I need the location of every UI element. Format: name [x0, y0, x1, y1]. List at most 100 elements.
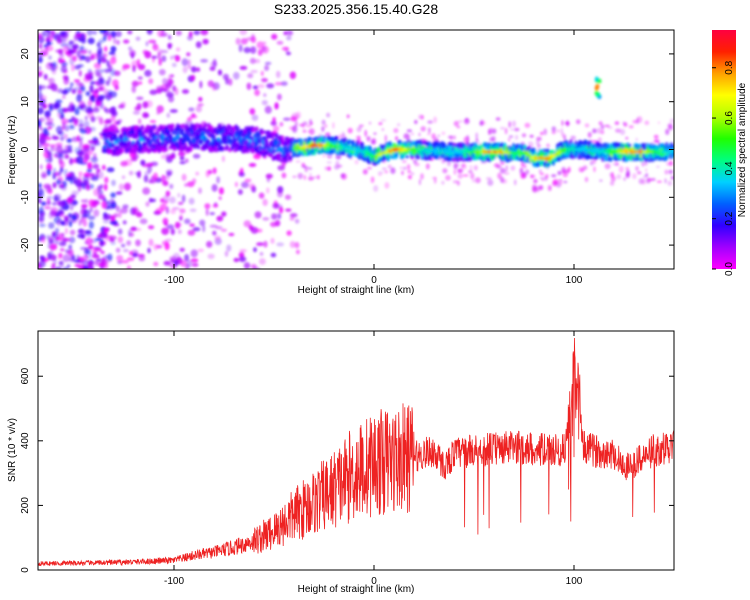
spectrogram-cell — [575, 119, 581, 125]
spectrogram-cell — [77, 176, 82, 184]
spectrogram-cell — [253, 247, 257, 253]
spectrogram-cell — [117, 119, 123, 123]
spectrogram-cell — [558, 179, 563, 182]
spectrogram-cell — [60, 232, 65, 238]
spectrogram-cell — [54, 172, 59, 177]
y-tick-label: 400 — [20, 432, 31, 449]
spectrogram-cell — [256, 41, 264, 49]
spectrogram-cell — [163, 260, 171, 266]
spectrogram-cell — [431, 133, 436, 140]
spectrogram-cell — [56, 219, 62, 227]
spectrogram-cell — [216, 215, 224, 222]
spectrogram-cell — [347, 127, 353, 134]
spectrogram-cell — [281, 172, 287, 179]
spectrogram-cell — [271, 33, 278, 40]
spectrogram-cell — [646, 177, 651, 184]
spectrogram-cell — [121, 243, 126, 248]
spectrogram-cell — [418, 178, 421, 186]
spectrogram-cell — [60, 42, 68, 48]
spectrogram-cell — [656, 180, 662, 183]
spectrogram-cell — [641, 161, 645, 167]
spectrogram-cell — [128, 229, 132, 238]
spectrogram-cell — [514, 179, 517, 186]
spectrogram-cell — [103, 227, 109, 234]
spectrogram-cell — [41, 174, 47, 178]
spectrogram-cell — [324, 124, 328, 128]
spectrogram-cell — [600, 130, 605, 135]
spectrogram-cell — [177, 193, 181, 198]
spectrogram-cell — [60, 135, 65, 141]
spectrogram-cell — [538, 169, 542, 174]
spectrogram-cell — [110, 137, 114, 143]
spectrogram-cell — [264, 105, 272, 114]
spectrogram-cell — [508, 135, 514, 139]
spectrogram-cell — [38, 92, 43, 100]
spectrogram-cell — [179, 156, 185, 161]
spectrogram-cell — [90, 116, 96, 123]
spectrogram-cell — [428, 127, 431, 134]
spectrogram-cell — [68, 49, 75, 55]
spectrogram-cell — [445, 175, 451, 181]
spectrogram-cell — [83, 120, 90, 129]
spectrogram-cell — [384, 182, 390, 189]
spectrogram-cell — [407, 170, 412, 174]
spectrogram-cell — [224, 250, 229, 257]
spectrogram-cell — [275, 70, 281, 79]
spectrogram-cell — [446, 160, 452, 167]
spectrogram-cell — [284, 194, 292, 200]
spectrogram-cell — [468, 170, 473, 174]
spectrogram-cell — [52, 167, 57, 174]
spectrogram-cell — [85, 56, 91, 63]
spectrogram-cell — [292, 175, 297, 178]
spectrogram-cell — [260, 70, 264, 77]
spectrogram-cell — [138, 255, 146, 262]
spectrogram-cell — [72, 43, 79, 50]
spectrogram-cell — [589, 155, 595, 160]
spectrogram-cell — [669, 169, 673, 175]
spectrogram-cell — [636, 117, 639, 125]
spectrogram-cell — [169, 183, 174, 189]
spectrogram-cell — [164, 222, 168, 226]
spectrogram-cell — [82, 144, 91, 149]
spectrogram-cell — [175, 30, 183, 36]
spectrogram-cell — [441, 131, 446, 135]
spectrogram-cell — [559, 179, 563, 185]
spectrogram-cell — [533, 149, 537, 156]
spectrogram-cell — [147, 148, 152, 153]
y-tick-label: 20 — [20, 48, 31, 60]
spectrogram-cell — [604, 156, 608, 161]
spectrogram-cell — [440, 153, 443, 160]
spectrogram-cell — [453, 135, 456, 140]
spectrogram-cell — [180, 128, 185, 134]
spectrogram-cell — [638, 178, 644, 185]
snr-frame — [37, 330, 675, 571]
spectrogram-cell — [197, 103, 204, 107]
spectrogram-cell — [46, 85, 54, 89]
spectrogram-cell — [473, 165, 478, 171]
spectrogram-cell — [46, 168, 51, 176]
spectrogram-cell — [261, 45, 270, 54]
spectrogram-cell — [584, 123, 590, 128]
spectrogram-cell — [625, 167, 630, 170]
spectrogram-cell — [195, 171, 200, 176]
spectrogram-cell — [61, 107, 68, 113]
spectrogram-cell — [126, 257, 135, 261]
spectrogram-cell — [121, 66, 127, 72]
spectrogram-cell — [474, 142, 478, 148]
spectrogram-cell — [96, 258, 102, 262]
spectrogram-cell — [243, 47, 251, 54]
colorbar-tick-label: 0.6 — [724, 111, 735, 125]
spectrogram-cell — [88, 199, 95, 208]
spectrogram-cell — [122, 220, 127, 225]
spectrogram-cell — [94, 247, 103, 252]
spectrogram-cell — [453, 169, 456, 175]
spectrogram-cell — [552, 179, 559, 184]
spectrogram-cell — [497, 172, 502, 179]
spectrogram-cell — [147, 165, 153, 173]
spectrogram-cell — [206, 139, 211, 143]
spectrogram-cell — [212, 230, 217, 236]
spectrogram-cell — [106, 167, 115, 173]
spectrogram-cell — [326, 112, 331, 118]
spectrogram-cell — [87, 215, 96, 220]
spectrogram-cell — [441, 180, 445, 185]
